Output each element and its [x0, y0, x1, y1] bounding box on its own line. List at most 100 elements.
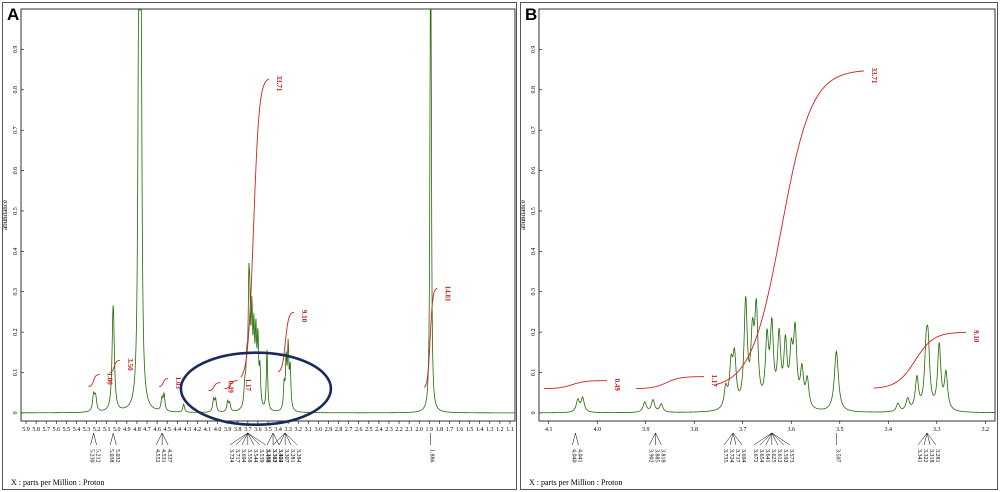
integral-label: 3.50: [126, 358, 134, 371]
integral-curve: [873, 331, 966, 389]
peak-label: 3.717: [734, 449, 740, 463]
x-tick-label: 1.3: [486, 427, 494, 433]
peak-label: 4.531: [160, 449, 166, 463]
peak-leader-line: [110, 432, 114, 446]
peak-label: 3.717: [234, 449, 240, 463]
nmr-spectrum-a: abundance 0 0.1 0.2 0.3 0.4 0.5 0.6 0.7 0.8 0.9 5.9…: [3, 8, 516, 463]
peak-leader-line: [90, 432, 94, 446]
x-tick-label: 3.0: [315, 427, 323, 433]
peak-label: 3.312: [271, 449, 277, 463]
peak-leader-line: [771, 432, 785, 446]
x-tick-label: 4.0: [214, 427, 222, 433]
integral-curve: [109, 360, 120, 373]
peak-label: 5.032: [114, 449, 120, 463]
peak-label: 3.558: [246, 449, 252, 463]
peak-label: 3.507: [834, 449, 840, 463]
peak-label: 3.281: [289, 449, 295, 463]
peak-label: 3.573: [788, 449, 794, 463]
x-tick-label: 5.6: [53, 427, 61, 433]
peak-label: 3.281: [934, 449, 940, 463]
integral-label: 33.71: [275, 76, 283, 92]
x-tick-label: 3.3: [933, 427, 941, 433]
y-axis-label: abundance: [521, 200, 527, 230]
x-tick-label: 3.2: [294, 427, 302, 433]
x-tick-label: 3.4: [885, 427, 893, 433]
x-tick-label: 4.8: [133, 427, 141, 433]
y-tick-label: 0.3: [531, 288, 537, 296]
y-tick-label: 0: [13, 411, 19, 414]
x-tick-label: 1.8: [436, 427, 444, 433]
y-tick-label: 0.2: [531, 328, 537, 336]
x-tick-label: 4.5: [163, 427, 171, 433]
integral-label: 9.10: [300, 310, 308, 323]
peak-leader-line: [572, 432, 576, 446]
peak-label: 3.694: [240, 449, 246, 463]
peak-leader-line: [266, 432, 274, 446]
peak-leader-line: [926, 432, 931, 446]
peak-leader-line: [247, 432, 266, 446]
peak-leader-line: [765, 432, 773, 446]
y-tick-label: 0.8: [531, 86, 537, 94]
x-tick-label: 5.9: [22, 427, 30, 433]
peak-label: 3.341: [916, 449, 922, 463]
y-tick-label: 0.6: [531, 167, 537, 175]
x-tick-label: 2.9: [325, 427, 333, 433]
x-tick-label: 4.1: [545, 427, 553, 433]
y-tick-label: 0.9: [531, 46, 537, 54]
peak-label: 3.612: [776, 449, 782, 463]
peak-label: 3.307: [283, 449, 289, 463]
peak-label: 3.361: [271, 449, 277, 463]
integral-label: 1.00: [106, 373, 114, 386]
peak-leader-line: [241, 432, 249, 446]
peak-leader-line: [732, 432, 743, 446]
x-tick-label: 5.8: [32, 427, 40, 433]
y-tick-label: 0.6: [13, 167, 19, 175]
x-tick-label: 2.3: [385, 427, 393, 433]
x-tick-label: 3.5: [264, 427, 272, 433]
peak-leader-line: [272, 432, 280, 446]
peak-leader-line: [272, 432, 286, 446]
x-tick-label: 1.1: [506, 427, 514, 433]
panel-a: A abundance 0 0.1 0.2 0.3 0.4 0.5 0.6 0.7 0.8 0.9 5…: [2, 2, 517, 490]
x-tick-label: 3.7: [739, 427, 747, 433]
x-tick-label: 3.1: [305, 427, 313, 433]
x-tick-label: 2.0: [415, 427, 423, 433]
peak-label: 3.318: [928, 449, 934, 463]
panel-a-footer: X : parts per Million : Proton: [11, 478, 105, 487]
peak-label: 3.438: [264, 449, 270, 463]
x-tick-label: 4.3: [184, 427, 192, 433]
spectrum-line: [539, 295, 995, 414]
x-tick-label: 4.6: [153, 427, 161, 433]
integral-curve: [240, 78, 270, 378]
x-tick-label: 2.1: [405, 427, 413, 433]
peak-leader-line: [923, 432, 928, 446]
integral-curve: [224, 380, 238, 390]
peak-leader-line: [161, 432, 169, 446]
y-tick-label: 0.4: [13, 248, 19, 256]
x-tick-label: 4.9: [123, 427, 131, 433]
panel-b-footer: X : parts per Million : Proton: [529, 478, 623, 487]
integral-label: 1.17: [710, 375, 718, 388]
peak-leader-line: [575, 432, 579, 446]
peak-label: 3.592: [782, 449, 788, 463]
x-tick-label: 1.2: [496, 427, 504, 433]
x-tick-label: 5.4: [73, 427, 81, 433]
x-tick-label: 3.4: [274, 427, 282, 433]
x-tick-label: 1.6: [456, 427, 464, 433]
integral-label: 9.10: [972, 330, 980, 343]
x-tick-label: 3.6: [788, 427, 796, 433]
y-tick-label: 0.1: [13, 369, 19, 377]
y-tick-label: 0.2: [13, 328, 19, 336]
y-tick-label: 0.8: [13, 86, 19, 94]
x-tick-label: 5.3: [83, 427, 91, 433]
integral-label: 14.81: [443, 286, 451, 302]
y-tick-label: 0: [531, 411, 537, 414]
peak-label: 4.337: [166, 449, 172, 463]
peak-leader-line: [771, 432, 790, 446]
x-tick-label: 3.6: [254, 427, 262, 433]
integral-curve: [88, 374, 100, 387]
peak-label: 3.694: [740, 449, 746, 463]
y-tick-label: 0.1: [531, 369, 537, 377]
x-tick-label: 2.2: [395, 427, 403, 433]
x-tick-label: 3.2: [982, 427, 990, 433]
